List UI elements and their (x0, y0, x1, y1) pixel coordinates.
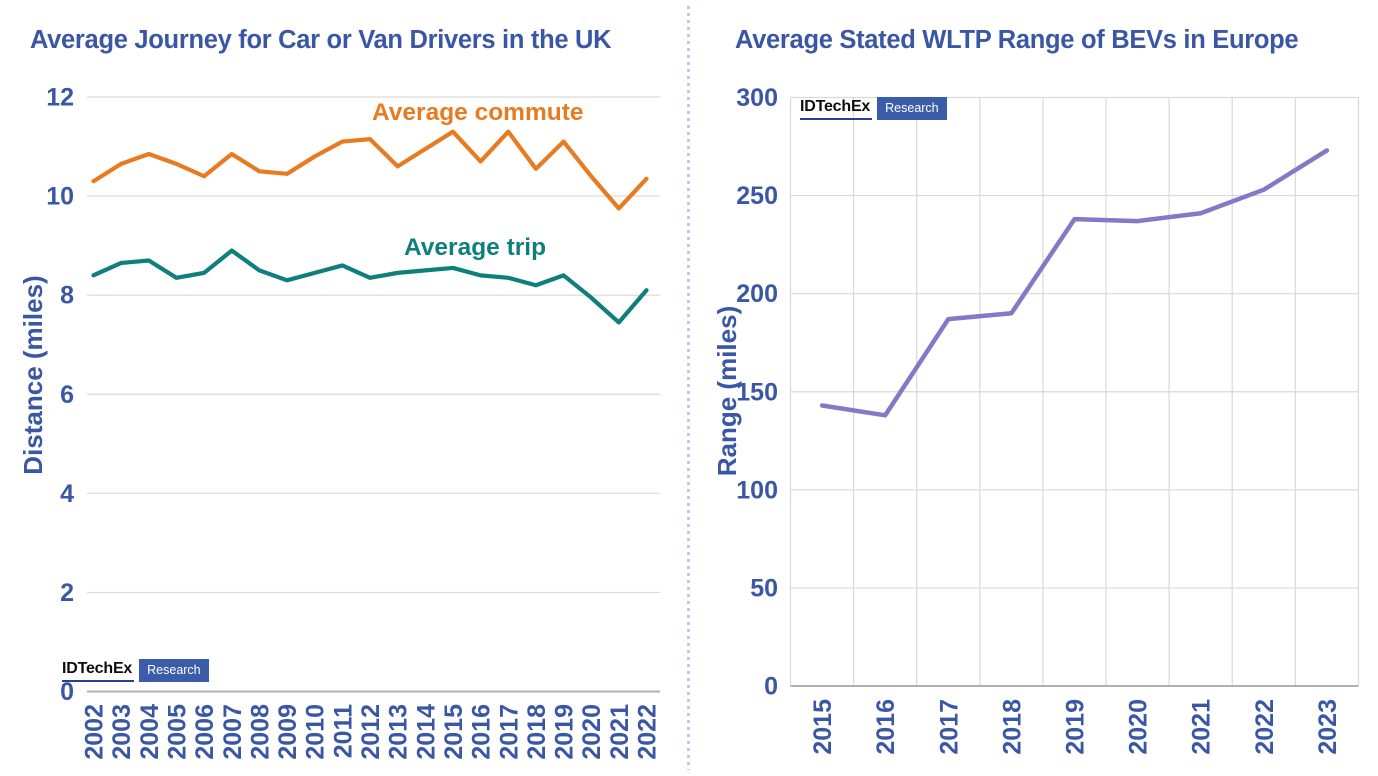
svg-text:2018: 2018 (998, 699, 1026, 755)
svg-text:2015: 2015 (809, 699, 837, 755)
svg-text:2020: 2020 (1125, 699, 1153, 755)
svg-text:0: 0 (60, 678, 74, 706)
svg-text:2009: 2009 (274, 704, 302, 760)
svg-text:2016: 2016 (872, 699, 900, 755)
svg-text:2011: 2011 (329, 704, 357, 758)
svg-text:2017: 2017 (935, 699, 963, 755)
chart-divider-dotted-line (687, 6, 690, 770)
research-badge: Research (139, 659, 209, 682)
svg-text:12: 12 (46, 84, 74, 112)
idtechex-logo: IDTechEx Research (62, 659, 209, 682)
svg-text:100: 100 (736, 476, 778, 504)
svg-text:2021: 2021 (606, 704, 634, 760)
svg-text:10: 10 (46, 183, 74, 211)
svg-text:2005: 2005 (163, 704, 191, 760)
idtechex-wordmark: IDTechEx (62, 659, 135, 682)
research-badge: Research (877, 97, 947, 120)
svg-text:2016: 2016 (468, 704, 496, 760)
svg-text:2010: 2010 (302, 704, 330, 760)
svg-text:Range (miles): Range (miles) (712, 306, 742, 477)
svg-text:6: 6 (60, 381, 74, 409)
svg-text:50: 50 (750, 574, 778, 602)
right-chart-title: Average Stated WLTP Range of BEVs in Eur… (735, 26, 1299, 54)
left-chart-plot-area: 0 2 4 6 8 10 12 2002 2003 2004 2005 2006 2007 2008 200… (18, 84, 662, 760)
svg-text:2003: 2003 (108, 704, 136, 760)
svg-text:300: 300 (736, 84, 778, 112)
svg-text:2007: 2007 (219, 704, 247, 760)
svg-text:2006: 2006 (191, 704, 219, 760)
svg-text:2012: 2012 (357, 704, 385, 760)
series-label-average-commute: Average commute (372, 99, 584, 126)
svg-text:2019: 2019 (551, 704, 579, 760)
svg-text:2020: 2020 (578, 704, 606, 760)
left-chart-title: Average Journey for Car or Van Drivers i… (30, 26, 612, 54)
svg-text:8: 8 (60, 282, 74, 310)
svg-text:2023: 2023 (1314, 699, 1342, 755)
svg-text:2021: 2021 (1188, 699, 1216, 755)
svg-text:2015: 2015 (440, 704, 468, 760)
svg-text:2022: 2022 (634, 704, 662, 760)
idtechex-logo: IDTechEx Research (800, 97, 947, 120)
svg-text:2019: 2019 (1062, 699, 1090, 755)
svg-text:150: 150 (736, 378, 778, 406)
svg-text:2008: 2008 (246, 704, 274, 760)
svg-text:2022: 2022 (1251, 699, 1279, 755)
svg-text:250: 250 (736, 182, 778, 210)
svg-text:2004: 2004 (136, 704, 164, 760)
right-chart-plot-area: 0 50 100 150 200 250 300 2015 2016 2017 2018 2019 20… (712, 84, 1360, 755)
idtechex-wordmark: IDTechEx (800, 97, 873, 120)
svg-text:Distance (miles): Distance (miles) (18, 275, 48, 474)
svg-text:0: 0 (764, 673, 778, 701)
svg-text:200: 200 (736, 280, 778, 308)
svg-text:2017: 2017 (495, 704, 523, 760)
svg-text:2018: 2018 (523, 704, 551, 760)
svg-text:2013: 2013 (385, 704, 413, 760)
svg-text:2002: 2002 (81, 704, 109, 760)
svg-text:4: 4 (60, 480, 74, 508)
svg-text:2: 2 (60, 579, 74, 607)
series-label-average-trip: Average trip (404, 234, 547, 261)
svg-text:2014: 2014 (412, 704, 440, 760)
